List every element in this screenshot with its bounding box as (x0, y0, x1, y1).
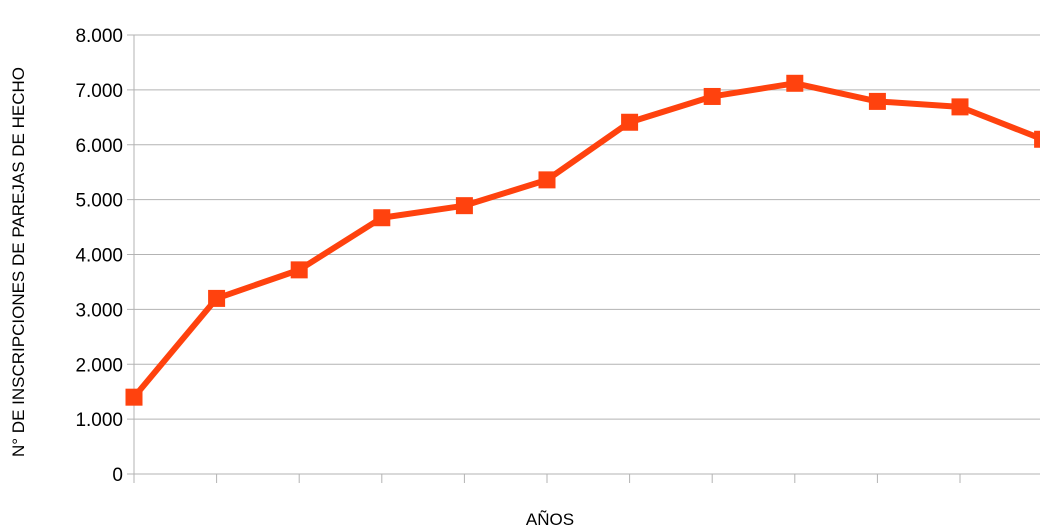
gridlines (134, 34, 1040, 420)
data-point-marker (703, 87, 721, 105)
y-axis-title: N° DE INSCRIPCIONES DE PAREJAS DE HECHO (9, 67, 28, 457)
y-tick-label: 4.000 (75, 246, 123, 267)
data-point-marker (538, 171, 556, 189)
y-tick-label: 6.000 (75, 136, 123, 157)
y-tick-label: 8.000 (75, 26, 123, 47)
data-point-marker (1034, 130, 1040, 148)
x-axis-ticks (133, 474, 961, 483)
y-tick-label: 7.000 (75, 81, 123, 102)
y-tick-label: 1.000 (75, 410, 123, 431)
series-layer (125, 74, 1040, 406)
data-point-marker (373, 209, 391, 227)
data-point-marker (208, 289, 226, 307)
data-point-marker (868, 92, 886, 110)
series-line (131, 80, 1040, 400)
y-tick-label: 2.000 (75, 355, 123, 376)
y-tick-label: 3.000 (75, 300, 123, 321)
y-axis-tick-labels: 0 1.000 2.000 3.000 4.000 5.000 6.000 7.000 8.00… (75, 26, 134, 486)
y-tick-label: 0 (112, 465, 123, 486)
data-point-marker (621, 113, 639, 131)
data-point-marker (951, 98, 969, 116)
data-point-marker (786, 74, 804, 92)
y-tick-label: 5.000 (75, 191, 123, 212)
data-point-marker (455, 197, 473, 215)
data-point-marker (290, 261, 308, 279)
data-point-marker (125, 388, 143, 406)
x-axis-title: AÑOS (526, 510, 574, 529)
